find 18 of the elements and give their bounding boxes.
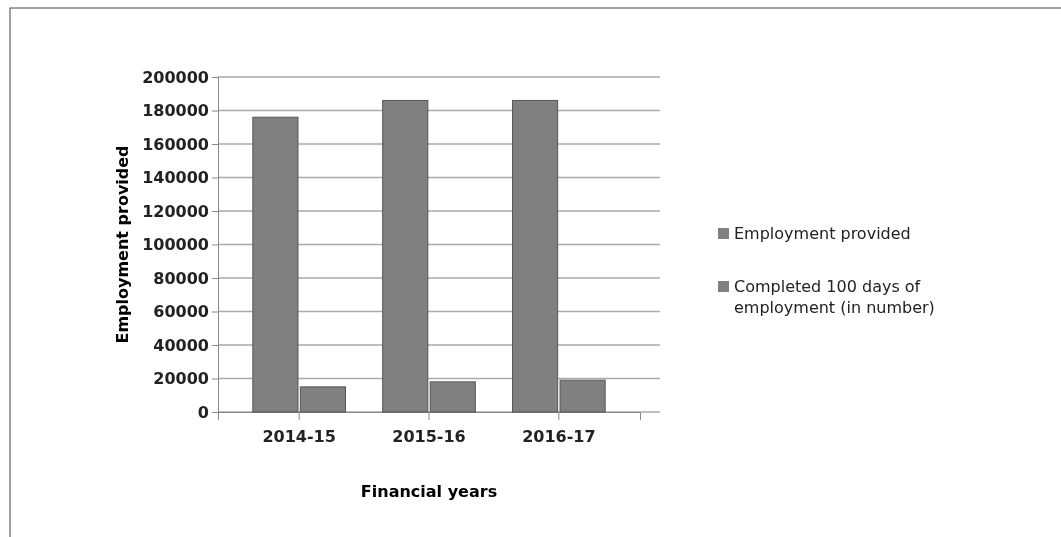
y-tick-label: 160000 — [142, 134, 209, 154]
y-tick-label: 80000 — [153, 268, 209, 288]
y-tick-label: 40000 — [153, 335, 209, 355]
y-tick-label: 120000 — [142, 201, 209, 221]
y-tick-label: 0 — [197, 402, 209, 422]
y-tick-label: 140000 — [142, 168, 209, 188]
y-tick-label: 100000 — [142, 235, 209, 255]
y-tick-label: 60000 — [153, 302, 209, 322]
x-axis-title: Financial years — [360, 482, 498, 501]
y-tick-label: 200000 — [142, 67, 209, 87]
x-tick-label: 2016-17 — [522, 427, 596, 447]
x-tick-label: 2014-15 — [262, 427, 336, 447]
y-tick-label: 180000 — [142, 101, 209, 121]
x-tick-label: 2015-16 — [392, 427, 466, 447]
legend-label: Completed 100 days of employment (in number) — [734, 277, 935, 317]
y-tick-label: 20000 — [153, 369, 209, 389]
y-axis-title: Employment provided — [113, 145, 132, 344]
legend-label: Employment provided — [734, 224, 911, 243]
